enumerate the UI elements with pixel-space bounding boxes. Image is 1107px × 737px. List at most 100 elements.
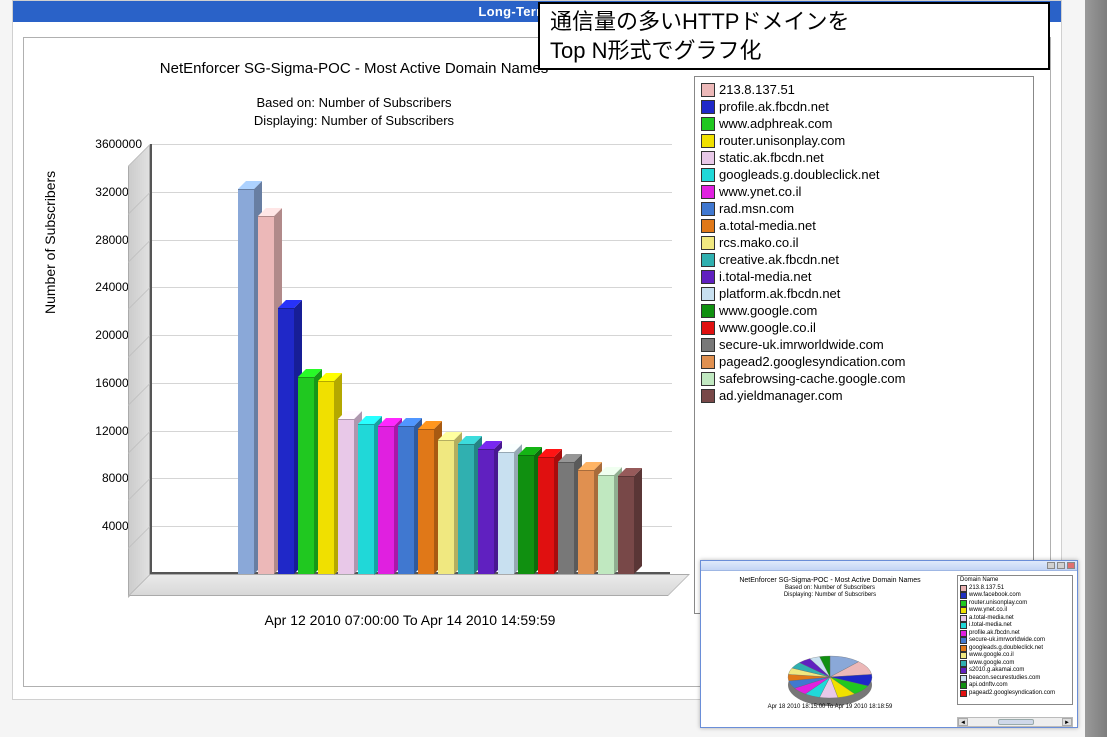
mini-legend-scrollbar[interactable]: ◄ ► xyxy=(957,717,1073,727)
mini-legend-item[interactable]: www.google.co.il xyxy=(960,652,1070,660)
legend-item[interactable]: www.google.com xyxy=(701,302,1027,319)
mini-pie-chart: NetEnforcer SG-Sigma-POC - Most Active D… xyxy=(705,575,955,713)
mini-legend-swatch xyxy=(960,607,967,614)
legend-item[interactable]: a.total-media.net xyxy=(701,217,1027,234)
mini-legend-label: i.total-media.net xyxy=(969,622,1012,630)
legend-item[interactable]: platform.ak.fbcdn.net xyxy=(701,285,1027,302)
annotation-callout: 通信量の多いHTTPドメインを Top N形式でグラフ化 xyxy=(538,2,1050,70)
legend-swatch xyxy=(701,185,715,199)
legend-item[interactable]: secure-uk.imrworldwide.com xyxy=(701,336,1027,353)
legend-item[interactable]: googleads.g.doubleclick.net xyxy=(701,166,1027,183)
legend-label: www.adphreak.com xyxy=(719,116,832,131)
legend-label: pagead2.googlesyndication.com xyxy=(719,354,905,369)
legend-item[interactable]: 213.8.137.51 xyxy=(701,81,1027,98)
mini-legend-label: www.google.com xyxy=(969,660,1014,668)
legend-panel: 213.8.137.51 profile.ak.fbcdn.net www.adph… xyxy=(694,76,1034,614)
legend-item[interactable]: profile.ak.fbcdn.net xyxy=(701,98,1027,115)
legend-swatch xyxy=(701,253,715,267)
mini-legend-item[interactable]: i.total-media.net xyxy=(960,622,1070,630)
maximize-button[interactable] xyxy=(1057,562,1065,569)
legend-label: static.ak.fbcdn.net xyxy=(719,150,824,165)
mini-legend-swatch xyxy=(960,667,967,674)
legend-swatch xyxy=(701,338,715,352)
mini-legend-label: pagead2.googlesyndication.com xyxy=(969,690,1055,698)
mini-legend-item[interactable]: api.odnftv.com xyxy=(960,682,1070,690)
legend-item[interactable]: creative.ak.fbcdn.net xyxy=(701,251,1027,268)
legend-item[interactable]: safebrowsing-cache.google.com xyxy=(701,370,1027,387)
mini-legend-swatch xyxy=(960,690,967,697)
bars-container xyxy=(150,144,670,574)
legend-item[interactable]: rcs.mako.co.il xyxy=(701,234,1027,251)
mini-legend-swatch xyxy=(960,652,967,659)
bar xyxy=(438,440,454,574)
legend-item[interactable]: www.adphreak.com xyxy=(701,115,1027,132)
bar xyxy=(258,216,274,574)
plot-box xyxy=(150,144,670,574)
legend-swatch xyxy=(701,168,715,182)
bar xyxy=(278,308,294,574)
legend-swatch xyxy=(701,151,715,165)
legend-swatch xyxy=(701,372,715,386)
close-button[interactable] xyxy=(1067,562,1075,569)
legend-label: a.total-media.net xyxy=(719,218,816,233)
bar xyxy=(378,426,394,574)
mini-legend-label: s2010.g.akamai.com xyxy=(969,667,1024,675)
bar xyxy=(518,455,534,574)
legend-label: profile.ak.fbcdn.net xyxy=(719,99,829,114)
mini-title-bar xyxy=(701,561,1077,571)
bar xyxy=(498,452,514,574)
legend-label: i.total-media.net xyxy=(719,269,812,284)
bar xyxy=(618,476,634,574)
legend-swatch xyxy=(701,321,715,335)
scroll-thumb[interactable] xyxy=(998,719,1034,725)
legend-item[interactable]: i.total-media.net xyxy=(701,268,1027,285)
minimize-button[interactable] xyxy=(1047,562,1055,569)
mini-legend-title: Domain Name xyxy=(960,577,1070,585)
mini-legend-item[interactable]: www.google.com xyxy=(960,660,1070,668)
mini-legend-item[interactable]: s2010.g.akamai.com xyxy=(960,667,1070,675)
legend-label: www.ynet.co.il xyxy=(719,184,801,199)
legend-swatch xyxy=(701,304,715,318)
legend-item[interactable]: static.ak.fbcdn.net xyxy=(701,149,1027,166)
legend-item[interactable]: ad.yieldmanager.com xyxy=(701,387,1027,404)
mini-legend-item[interactable]: www.ynet.co.il xyxy=(960,607,1070,615)
scroll-left-icon[interactable]: ◄ xyxy=(958,718,968,726)
bar xyxy=(478,449,494,574)
mini-legend-item[interactable]: secure-uk.imrworldwide.com xyxy=(960,637,1070,645)
legend-item[interactable]: www.ynet.co.il xyxy=(701,183,1027,200)
legend-item[interactable]: router.unisonplay.com xyxy=(701,132,1027,149)
mini-x-label: Apr 18 2010 18:15:00 To Apr 19 2010 18:1… xyxy=(705,704,955,710)
mini-legend-item[interactable]: pagead2.googlesyndication.com xyxy=(960,690,1070,698)
legend-item[interactable]: pagead2.googlesyndication.com xyxy=(701,353,1027,370)
mini-legend-item[interactable]: beacon.securestudies.com xyxy=(960,675,1070,683)
mini-legend-item[interactable]: profile.ak.fbcdn.net xyxy=(960,630,1070,638)
mini-legend-swatch xyxy=(960,645,967,652)
legend-item[interactable]: rad.msn.com xyxy=(701,200,1027,217)
y-axis-label: Number of Subscribers xyxy=(42,171,58,314)
mini-legend-item[interactable]: googleads.g.doubleclick.net xyxy=(960,645,1070,653)
legend-item[interactable]: www.google.co.il xyxy=(701,319,1027,336)
mini-legend-item[interactable]: a.total-media.net xyxy=(960,615,1070,623)
legend-label: rad.msn.com xyxy=(719,201,794,216)
mini-legend-item[interactable]: www.facebook.com xyxy=(960,592,1070,600)
legend-swatch xyxy=(701,270,715,284)
mini-legend-swatch xyxy=(960,615,967,622)
y-tick: 3600000 xyxy=(72,137,142,151)
legend-label: www.google.co.il xyxy=(719,320,816,335)
legend-label: 213.8.137.51 xyxy=(719,82,795,97)
right-edge-decoration xyxy=(1085,0,1107,737)
legend-label: googleads.g.doubleclick.net xyxy=(719,167,879,182)
mini-legend-label: 213.8.137.51 xyxy=(969,585,1004,593)
legend-swatch xyxy=(701,219,715,233)
bar xyxy=(418,429,434,574)
mini-legend-item[interactable]: router.unisonplay.com xyxy=(960,600,1070,608)
mini-body: NetEnforcer SG-Sigma-POC - Most Active D… xyxy=(701,571,1077,729)
annotation-line2: Top N形式でグラフ化 xyxy=(550,38,761,63)
scroll-right-icon[interactable]: ► xyxy=(1062,718,1072,726)
legend-swatch xyxy=(701,117,715,131)
mini-legend-item[interactable]: 213.8.137.51 xyxy=(960,585,1070,593)
legend-swatch xyxy=(701,287,715,301)
bar xyxy=(578,470,594,574)
mini-legend-swatch xyxy=(960,682,967,689)
mini-legend-panel: Domain Name213.8.137.51www.facebook.comr… xyxy=(957,575,1073,705)
